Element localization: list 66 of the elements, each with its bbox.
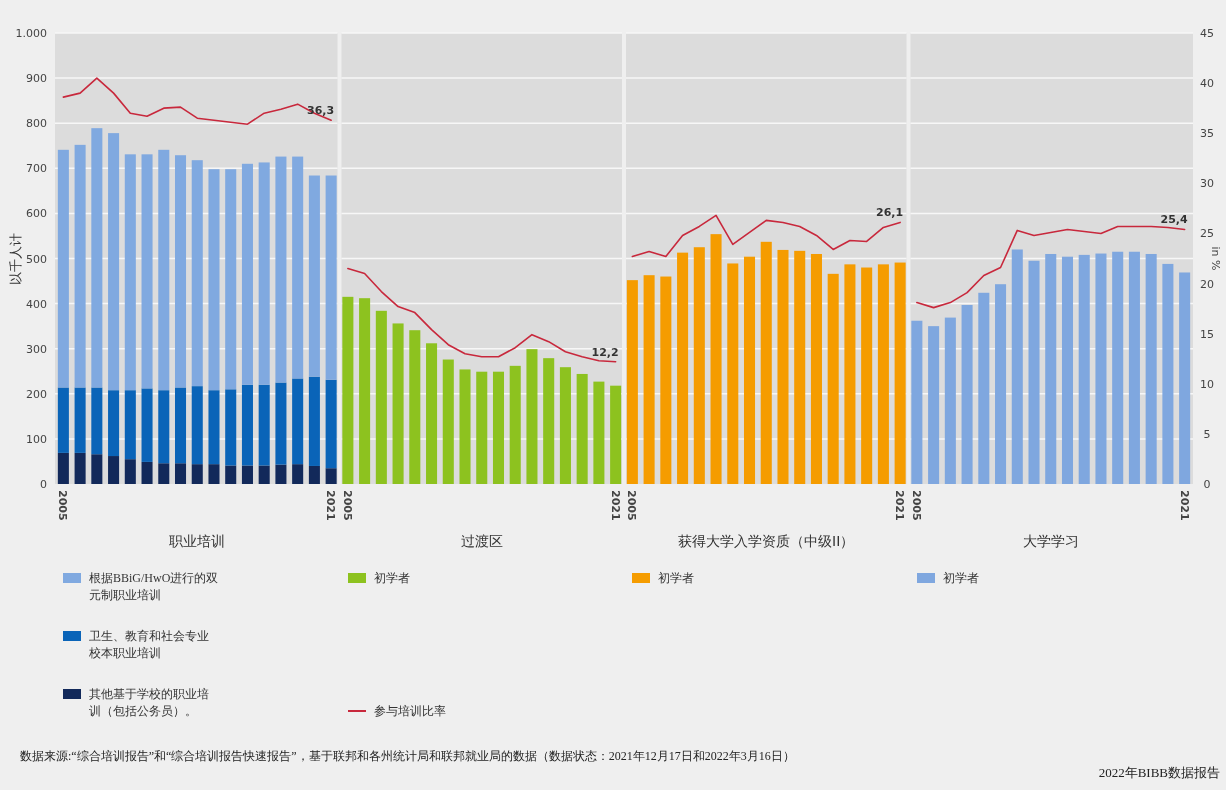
text: 过渡区 [460, 533, 503, 549]
bar [961, 304, 973, 484]
y2-tick-label: 0 [1203, 478, 1211, 491]
y-tick-label: 0 [40, 478, 47, 491]
y2-tick-label: 5 [1203, 427, 1211, 441]
bar [1128, 251, 1140, 484]
text: 2022年BIBB数据报告 [1098, 764, 1220, 782]
bar [1078, 254, 1090, 484]
bar [1028, 260, 1040, 484]
bar [1145, 253, 1157, 484]
bar [1061, 256, 1074, 484]
y2-tick-label: 30 [1200, 177, 1214, 191]
y-tick-label: 300 [26, 342, 47, 356]
line-series [916, 225, 1186, 309]
text: 大学学习 [1022, 533, 1079, 549]
y-tick-label: 400 [26, 297, 47, 311]
legend-label: 卫生、教育和社会专业校本职业培训 [89, 628, 210, 662]
legend-label: 初学者 [658, 570, 695, 587]
y-tick-label: 500 [26, 252, 47, 266]
legend-label: 初学者 [373, 570, 411, 587]
y-tick-label: 700 [26, 162, 47, 176]
y2-tick-label: 40 [1200, 77, 1214, 91]
y2-tick-label: 45 [1200, 27, 1214, 40]
bar [928, 326, 940, 484]
y2-tick-label: 25 [1200, 227, 1214, 241]
text: 获得大学入学资质（中级II） [678, 533, 855, 549]
y2-tick-label: 35 [1200, 127, 1214, 141]
y-tick-label: 800 [26, 117, 47, 131]
bar [1011, 249, 1023, 484]
y-tick-label: 200 [26, 387, 47, 401]
legend-label: 参与培训比率 [373, 703, 447, 720]
data-label: 36,3 [306, 104, 335, 118]
bar [995, 284, 1007, 484]
data-label: 25,4 [1160, 213, 1188, 227]
y-tick-label: 1.000 [15, 27, 47, 40]
y-tick-label: 900 [26, 72, 47, 86]
legend-label: 根据BBiG/HwO进行的双元制职业培训 [89, 570, 219, 604]
y-axis-title: 以千人计 [8, 232, 23, 285]
bar [1095, 253, 1107, 484]
y2-tick-label: 15 [1200, 327, 1214, 341]
y2-tick-label: 20 [1200, 277, 1214, 291]
data-label: 12,2 [591, 345, 619, 359]
x-tick-label: 2021 [1177, 490, 1191, 521]
legend-label: 初学者 [942, 570, 980, 587]
text: 职业培训 [169, 533, 226, 549]
bar [944, 317, 956, 484]
x-tick-label: 2005 [56, 490, 70, 521]
x-tick-label: 2005 [909, 490, 923, 521]
bar [1112, 251, 1124, 484]
bar [1045, 253, 1057, 484]
y-tick-label: 600 [26, 207, 47, 221]
bar [911, 320, 923, 484]
x-tick-label: 2021 [608, 490, 622, 521]
y-tick-label: 100 [26, 432, 47, 446]
x-tick-label: 2021 [893, 490, 907, 521]
legend-label: 其他基于学校的职业培训（包括公务员）。 [89, 686, 210, 720]
x-tick-label: 2005 [340, 490, 354, 521]
y2-axis-title: in % [1209, 246, 1222, 271]
y2-tick-label: 10 [1200, 377, 1214, 391]
x-tick-label: 2005 [625, 490, 639, 521]
bar [1179, 272, 1191, 484]
data-label: 26,1 [875, 206, 904, 220]
bar [1162, 263, 1174, 484]
x-tick-label: 2021 [324, 490, 338, 521]
source-note: 数据来源:“综合培训报告”和“综合培训报告快速报告”，基于联邦和各州统计局和联邦就业局的数据（数据状态：2021年12月17日和2022年3月16日） [20, 748, 796, 765]
bar [978, 292, 990, 484]
